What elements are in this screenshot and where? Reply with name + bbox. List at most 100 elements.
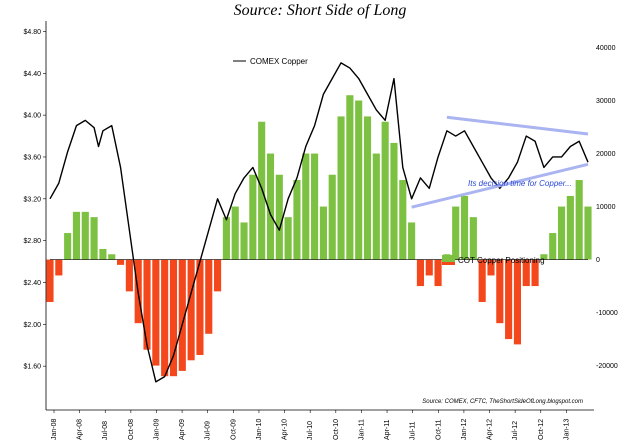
cot-bar — [178, 259, 186, 371]
left-tick-label: $4.00 — [23, 113, 41, 120]
cot-bar — [284, 217, 292, 260]
x-tick-label: Oct-09 — [230, 419, 237, 440]
copper-price-line — [49, 62, 589, 383]
x-tick-label: Oct-11 — [435, 419, 442, 440]
right-axis-ticks: -20000 -10000 0 10000 20000 30000 40000 — [596, 45, 618, 370]
cot-bar — [337, 116, 345, 260]
cot-legend-swatch-negative — [442, 262, 455, 265]
cot-bar — [584, 206, 592, 260]
cot-bar — [399, 180, 407, 260]
right-tick-label: 0 — [596, 257, 600, 264]
x-tick-label: Jan-13 — [563, 418, 570, 440]
right-tick-label: 40000 — [596, 45, 616, 52]
x-tick-label: Oct-08 — [128, 419, 135, 440]
cot-bar — [266, 153, 275, 260]
cot-bar — [152, 259, 160, 366]
left-tick-label: $2.80 — [23, 238, 41, 245]
cot-positioning-series — [46, 95, 592, 377]
x-tick-label: Jul-10 — [307, 421, 314, 440]
cot-bar — [231, 206, 239, 260]
cot-bar — [372, 153, 380, 260]
x-tick-label: Apr-08 — [77, 419, 84, 440]
cot-bar — [549, 233, 557, 260]
cot-bar — [249, 174, 257, 260]
trendline-group — [411, 115, 589, 209]
cot-bar — [408, 222, 416, 260]
left-tick-label: $3.20 — [23, 196, 41, 203]
upper-trendline — [446, 115, 589, 136]
cot-bar — [196, 259, 204, 355]
chart-title: Source: Short Side of Long — [234, 2, 407, 19]
cot-bar — [81, 211, 89, 260]
cot-bar — [169, 259, 178, 377]
cot-bar — [522, 259, 530, 287]
cot-bar — [505, 259, 513, 340]
x-tick-label: Oct-12 — [538, 419, 545, 440]
cot-bar — [125, 259, 133, 292]
left-tick-label: $2.00 — [23, 322, 41, 329]
lower-trendline — [411, 162, 589, 209]
cot-bar — [293, 180, 301, 260]
cot-bar — [469, 217, 477, 260]
right-tick-label: -20000 — [596, 363, 618, 370]
x-tick-label: Jul-11 — [410, 421, 417, 440]
x-tick-label: Jul-12 — [512, 421, 519, 440]
left-tick-label: $4.40 — [23, 71, 41, 78]
x-tick-label: Jan-12 — [461, 418, 468, 440]
cot-bar — [346, 95, 354, 260]
x-tick-label: Jan-11 — [358, 419, 365, 440]
cot-bar — [222, 217, 230, 260]
cot-bar — [425, 259, 433, 276]
cot-bar — [143, 259, 151, 350]
right-tick-label: 30000 — [596, 98, 616, 105]
cot-bar — [416, 259, 424, 287]
cot-bar — [311, 153, 319, 260]
cot-bar — [161, 259, 169, 377]
price-legend-label: COMEX Copper — [250, 57, 308, 66]
cot-bar — [319, 206, 327, 260]
annotation-text: Its decision time for Copper... — [468, 179, 572, 188]
cot-legend-label: COT Copper Positioning — [458, 256, 545, 265]
cot-bar — [487, 259, 495, 276]
cot-bar — [117, 259, 125, 265]
x-tick-label: Jul-08 — [102, 421, 109, 440]
cot-bar — [478, 259, 486, 302]
cot-bar — [390, 142, 398, 260]
cot-bar — [214, 259, 222, 292]
cot-bar — [557, 206, 566, 260]
x-tick-label: Apr-11 — [384, 419, 391, 440]
left-tick-label: $2.40 — [23, 280, 41, 287]
x-axis-ticks: Jan-08 Apr-08 Jul-08 Oct-08 Jan-09 Apr-09 Jul-… — [51, 410, 570, 440]
source-note: Source: COMEX, CFTC, TheShortSideOfLong.… — [422, 399, 583, 405]
x-tick-label: Jan-09 — [153, 418, 160, 440]
x-tick-label: Apr-10 — [282, 419, 289, 440]
cot-bar — [381, 121, 389, 260]
cot-bar — [434, 259, 442, 287]
right-tick-label: 10000 — [596, 204, 616, 211]
cot-bar — [90, 217, 98, 260]
cot-bar — [240, 222, 248, 260]
right-tick-label: 20000 — [596, 151, 616, 158]
cot-bar — [452, 206, 460, 260]
copper-price-series — [49, 62, 589, 383]
cot-bar — [531, 259, 539, 287]
cot-bar — [64, 233, 72, 260]
cot-bar — [575, 180, 583, 260]
left-tick-label: $3.60 — [23, 154, 41, 161]
cot-bar — [363, 116, 372, 260]
cot-bar — [275, 174, 283, 260]
left-tick-label: $1.60 — [23, 364, 41, 371]
cot-bar — [55, 259, 63, 276]
x-tick-label: Jan-08 — [51, 418, 58, 440]
cot-bar — [540, 254, 548, 260]
cot-bar — [258, 121, 266, 260]
cot-bar — [108, 254, 116, 260]
cot-legend-swatch-positive — [442, 255, 455, 262]
x-tick-label: Jan-10 — [256, 418, 263, 440]
x-tick-label: Apr-09 — [179, 419, 186, 440]
price-legend: COMEX Copper — [233, 57, 308, 66]
cot-bar — [302, 153, 310, 260]
cot-bar — [99, 248, 107, 260]
x-tick-label: Apr-12 — [487, 419, 494, 440]
